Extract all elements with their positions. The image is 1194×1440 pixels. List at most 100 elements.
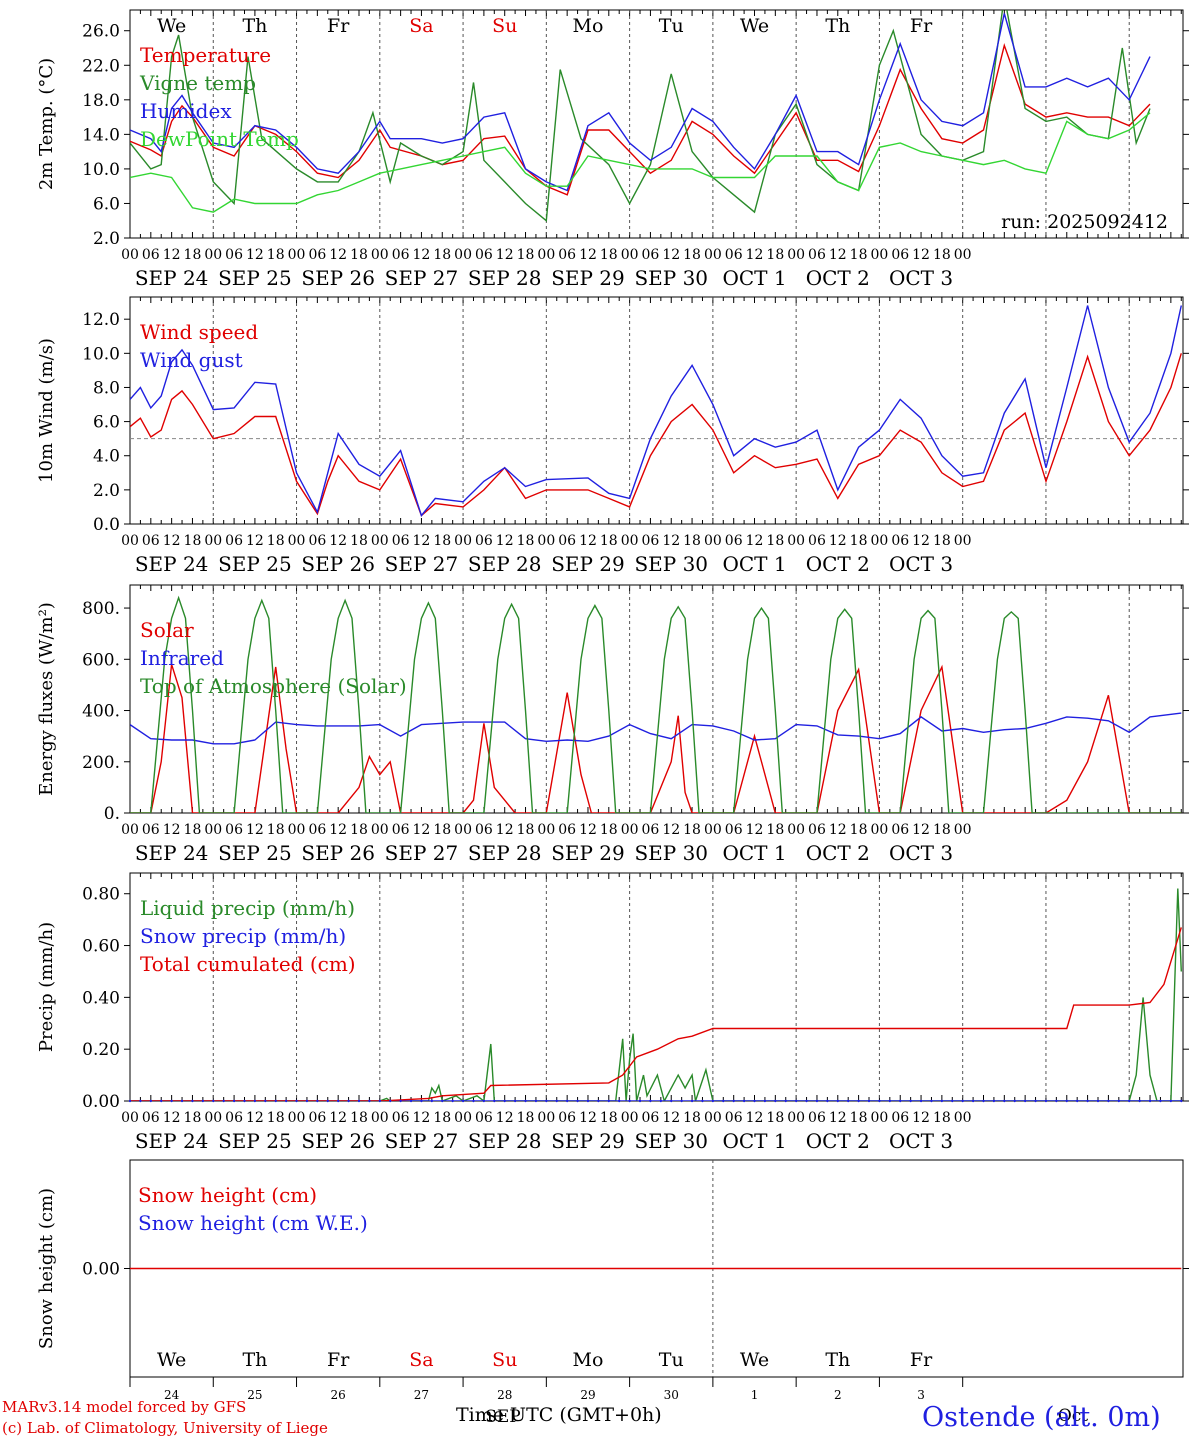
snow-precip-point [524,1099,527,1103]
snow-precip-point [940,1099,944,1103]
panel-frame-2 [129,584,1184,814]
series-line-dewpoint-temp [130,112,1151,213]
hour-label: 12 [163,247,181,263]
snow-precip-point [951,1099,954,1103]
hour-label: 18 [517,247,535,263]
hour-label: 00 [371,822,389,838]
hour-label: 18 [267,247,285,263]
hour-label: 00 [871,533,889,549]
snow-precip-point [222,1099,225,1103]
hour-label: 06 [808,533,826,549]
snow-precip-point [180,1099,184,1103]
snow-precip-point [284,1099,288,1103]
date-label: SEP 28 [468,552,542,576]
snow-precip-point [399,1099,402,1103]
snow-precip-point [451,1099,454,1103]
hour-label: 18 [933,247,951,263]
y-tick-label: 0. [104,804,120,824]
weekday-label: Su [492,1349,517,1371]
snow-precip-point [784,1099,787,1103]
hour-label: 00 [954,247,972,263]
hour-label: 00 [371,1110,389,1126]
y-tick-label: 400. [82,702,120,722]
snow-precip-point [846,1099,850,1103]
date-label: SEP 27 [385,266,459,290]
hour-label: 18 [850,822,868,838]
snow-precip-point [326,1099,329,1103]
hour-label: 12 [579,1110,597,1126]
snow-precip-point [1180,1099,1183,1103]
hour-label: 00 [454,822,472,838]
hour-label: 12 [662,822,680,838]
snow-precip-point [347,1099,350,1103]
date-label: SEP 26 [301,1129,375,1153]
hour-label: 00 [704,1110,722,1126]
hour-label: 18 [933,822,951,838]
hour-label: 00 [288,1110,306,1126]
y-tick-label: 0.20 [82,1040,120,1060]
snow-precip-point [160,1099,163,1103]
snow-precip-point [149,1099,153,1103]
day-number: 29 [580,1388,595,1402]
hour-label: 18 [433,247,451,263]
hour-label: 06 [475,533,493,549]
date-label: OCT 2 [806,552,870,576]
month-overlay: SEP [485,1407,521,1427]
hour-label: 18 [350,822,368,838]
hour-label: 00 [371,247,389,263]
snow-precip-point [1169,1099,1173,1103]
hour-label: 18 [850,533,868,549]
snow-precip-point [753,1099,756,1103]
hour-label: 06 [142,533,160,549]
hour-label: 00 [454,533,472,549]
snow-precip-point [836,1099,839,1103]
hour-label: 18 [766,1110,784,1126]
snow-precip-point [826,1099,829,1103]
snow-precip-point [659,1099,663,1103]
hour-label: 18 [600,1110,618,1126]
snow-precip-point [722,1099,725,1103]
hour-label: 06 [392,1110,410,1126]
hour-label: 00 [621,247,639,263]
hour-label: 00 [787,247,805,263]
date-label: SEP 24 [135,552,209,576]
weekday-label: Sa [409,1349,433,1371]
hour-label: 00 [204,1110,222,1126]
hour-label: 18 [267,1110,285,1126]
hour-label: 12 [662,533,680,549]
hour-label: 06 [392,533,410,549]
hour-label: 00 [704,247,722,263]
snow-precip-point [201,1099,205,1103]
hour-label: 12 [746,247,764,263]
hour-label: 06 [225,1110,243,1126]
snow-precip-point [597,1099,600,1103]
hour-label: 00 [621,1110,639,1126]
snow-precip-point [409,1099,413,1103]
hour-label: 18 [350,1110,368,1126]
hour-label: 18 [933,1110,951,1126]
hour-label: 18 [517,822,535,838]
date-label: SEP 30 [634,841,708,865]
hour-label: 06 [475,247,493,263]
hour-label: 18 [184,822,202,838]
snow-precip-point [971,1099,975,1103]
y-tick-label: 0.80 [82,885,120,905]
legend-entry: Snow height (cm) [138,1183,317,1207]
hour-label: 18 [184,533,202,549]
snow-precip-point [243,1099,246,1103]
hour-label: 12 [329,1110,347,1126]
panel-frame-0 [129,9,1184,239]
hour-label: 06 [142,822,160,838]
snow-precip-point [1065,1099,1068,1103]
snow-precip-point [513,1099,517,1103]
hour-label: 00 [121,822,139,838]
hour-label: 00 [204,533,222,549]
snow-precip-point [503,1099,506,1103]
hour-label: 18 [766,533,784,549]
snow-precip-point [982,1099,985,1103]
hour-label: 00 [288,822,306,838]
snow-precip-point [774,1099,777,1103]
date-label: SEP 30 [634,266,708,290]
panel-frame-1 [129,296,1184,525]
snow-precip-point [1023,1099,1027,1103]
